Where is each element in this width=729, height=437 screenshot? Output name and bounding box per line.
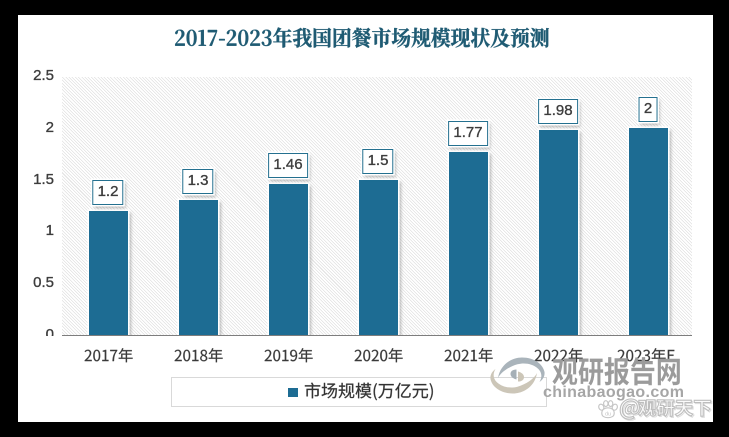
svg-text:du: du — [605, 411, 611, 417]
